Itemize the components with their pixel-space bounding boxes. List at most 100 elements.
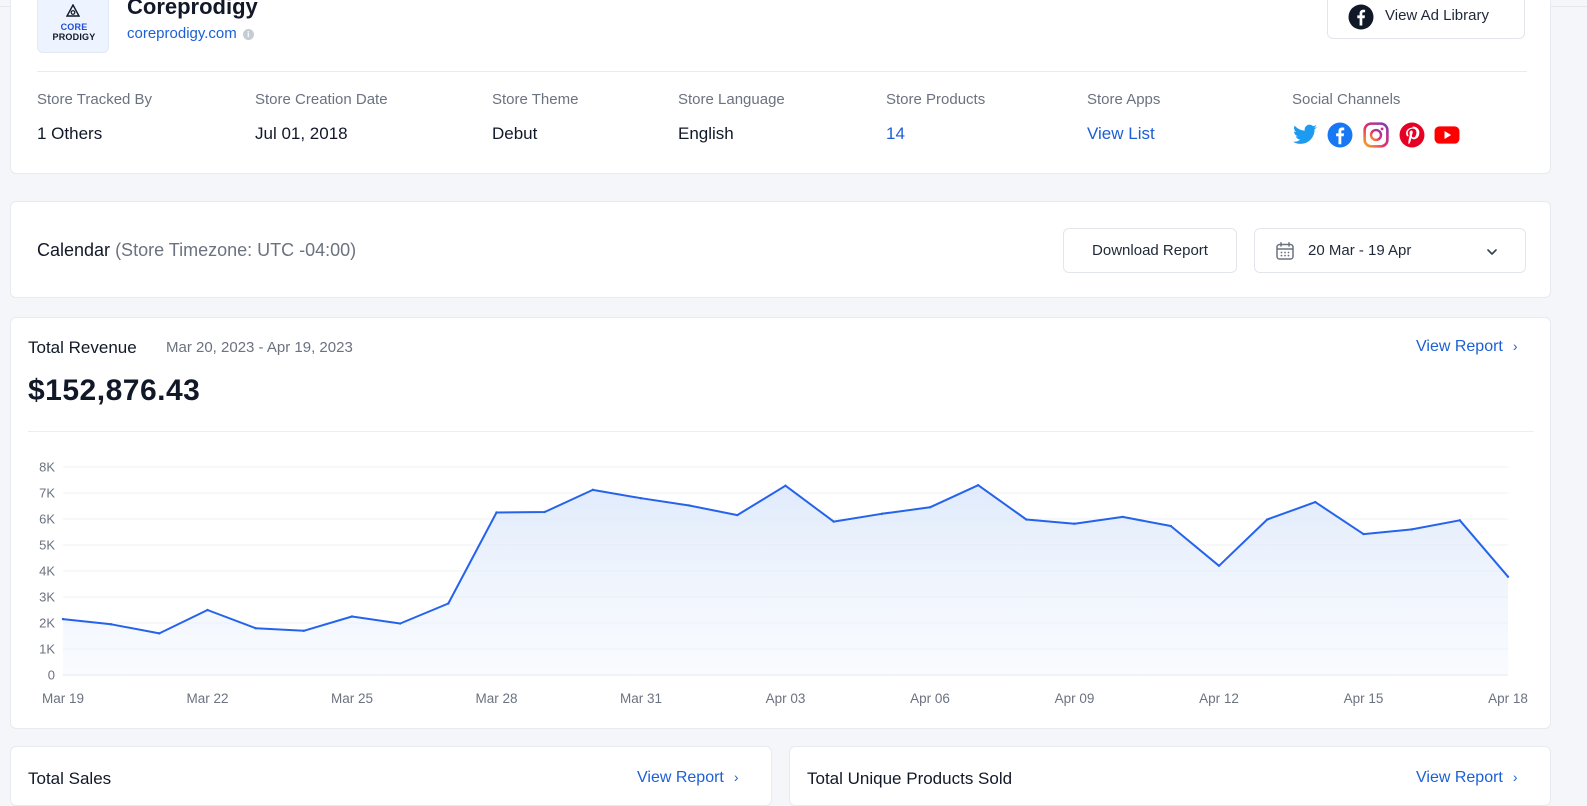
meta-label: Social Channels (1292, 91, 1401, 108)
data-point (1265, 518, 1269, 521)
meta-label: Store Tracked By (37, 91, 153, 108)
meta-language: Store Language English (678, 91, 785, 144)
download-report-label: Download Report (1092, 242, 1208, 259)
x-tick-label: Apr 12 (1199, 691, 1239, 706)
meta-label: Store Language (678, 91, 785, 108)
y-tick-label: 1K (39, 642, 55, 657)
pinterest-icon[interactable] (1399, 122, 1425, 148)
unique-products-title: Total Unique Products Sold (807, 769, 1013, 788)
download-report-button[interactable]: Download Report (1063, 228, 1237, 273)
date-range-value: 20 Mar - 19 Apr (1308, 242, 1412, 259)
data-point (1314, 500, 1317, 504)
data-point (832, 520, 835, 523)
calendar-icon (1276, 242, 1294, 260)
meta-value: English (678, 124, 734, 143)
x-tick-label: Apr 03 (766, 691, 806, 706)
meta-tracked-by: Store Tracked By 1 Others (37, 91, 152, 144)
data-point (1121, 515, 1124, 519)
data-point (350, 615, 354, 618)
revenue-date-range: Mar 20, 2023 - Apr 19, 2023 (166, 339, 353, 356)
meta-theme: Store Theme Debut (492, 91, 578, 144)
logo-mark-icon (66, 4, 80, 17)
store-logo: CORE PRODIGY (37, 0, 109, 53)
store-name: Coreprodigy (127, 0, 258, 19)
data-point (1410, 528, 1413, 531)
y-tick-label: 4K (39, 564, 55, 579)
date-range-picker[interactable]: 20 Mar - 19 Apr (1254, 228, 1526, 273)
data-point (398, 622, 402, 625)
revenue-divider (28, 431, 1534, 432)
store-divider (37, 71, 1527, 72)
x-tick-label: Mar 25 (331, 691, 373, 706)
data-point (880, 512, 884, 515)
total-revenue-title: Total Revenue (28, 338, 137, 357)
meta-label: Store Apps (1087, 91, 1161, 108)
data-point (784, 484, 787, 487)
meta-value: Debut (492, 124, 538, 143)
store-domain-text[interactable]: coreprodigy.com (127, 25, 237, 42)
chevron-right-icon: › (733, 769, 739, 785)
unique-products-card: Total Unique Products Sold View Report › (789, 746, 1551, 806)
data-point (1217, 564, 1221, 567)
y-tick-label: 3K (39, 590, 55, 605)
data-point (928, 506, 932, 509)
y-tick-label: 6K (39, 512, 55, 527)
logo-wordmark: CORE PRODIGY (38, 22, 110, 42)
data-point (736, 513, 739, 517)
info-icon[interactable]: i (242, 28, 254, 40)
data-point (447, 602, 450, 605)
meta-label: Store Creation Date (255, 91, 388, 108)
data-point (976, 484, 980, 487)
data-point (495, 511, 498, 514)
y-tick-label: 0 (48, 668, 55, 683)
x-tick-label: Apr 06 (910, 691, 950, 706)
data-point (206, 608, 209, 612)
data-point (543, 510, 546, 514)
data-point (687, 504, 691, 507)
view-apps-list-link[interactable]: View List (1087, 124, 1155, 143)
data-point (1169, 524, 1173, 528)
y-tick-label: 7K (39, 486, 55, 501)
meta-products: Store Products 14 (886, 91, 985, 144)
products-count-link[interactable]: 14 (886, 124, 905, 143)
revenue-area-fill (63, 485, 1508, 675)
chevron-down-icon (1487, 249, 1497, 255)
facebook-icon[interactable] (1327, 122, 1353, 148)
logo-text-core: CORE (60, 22, 88, 32)
data-point (109, 623, 113, 626)
view-ad-library-label: View Ad Library (1385, 7, 1489, 24)
data-point (158, 632, 161, 635)
meta-value: 1 Others (37, 124, 103, 143)
calendar-card: Calendar (Store Timezone: UTC -04:00) Do… (10, 201, 1551, 298)
sales-view-report-link[interactable]: View Report › (637, 769, 739, 787)
meta-apps: Store Apps View List (1087, 91, 1160, 144)
view-ad-library-button[interactable]: View Ad Library (1327, 0, 1525, 39)
facebook-icon (1348, 4, 1374, 30)
youtube-icon[interactable] (1434, 122, 1460, 148)
data-point (1073, 522, 1076, 525)
x-tick-label: Mar 28 (475, 691, 517, 706)
y-tick-label: 8K (39, 460, 55, 475)
data-point (302, 629, 306, 632)
total-revenue-card: Total Revenue Mar 20, 2023 - Apr 19, 202… (10, 317, 1551, 729)
meta-label: Store Theme (492, 91, 579, 108)
unique-view-report-link[interactable]: View Report › (1416, 769, 1518, 787)
data-point (1458, 519, 1462, 522)
instagram-icon[interactable] (1363, 122, 1389, 148)
store-timezone: (Store Timezone: UTC -04:00) (115, 240, 357, 260)
calendar-title: Calendar (37, 240, 111, 260)
calendar-heading: Calendar (Store Timezone: UTC -04:00) (37, 240, 356, 261)
view-report-label: View Report (637, 769, 724, 786)
chevron-right-icon: › (1512, 769, 1518, 785)
logo-text-prodigy: PRODIGY (52, 32, 96, 42)
store-domain-link[interactable]: coreprodigy.com i (127, 25, 254, 43)
x-tick-label: Apr 09 (1055, 691, 1095, 706)
data-point (1362, 532, 1365, 536)
x-tick-label: Mar 22 (186, 691, 228, 706)
data-point (254, 627, 257, 630)
meta-label: Store Products (886, 91, 986, 108)
meta-value: Jul 01, 2018 (255, 124, 348, 143)
revenue-view-report-link[interactable]: View Report › (1416, 338, 1518, 356)
data-point (1025, 518, 1028, 521)
twitter-icon[interactable] (1292, 122, 1318, 148)
